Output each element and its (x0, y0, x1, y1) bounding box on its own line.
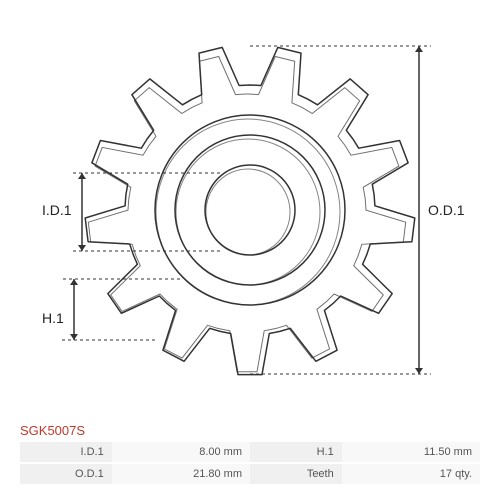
spec-label: I.D.1 (20, 442, 112, 462)
spec-value: 11.50 mm (342, 442, 480, 462)
table-row: I.D.1 8.00 mm H.1 11.50 mm (20, 442, 480, 462)
dim-label-id1: I.D.1 (42, 202, 72, 218)
spec-label: O.D.1 (20, 464, 112, 484)
part-number: SGK5007S (20, 423, 85, 438)
spec-label: H.1 (250, 442, 342, 462)
spec-value: 8.00 mm (112, 442, 250, 462)
dim-label-od1: O.D.1 (428, 202, 465, 218)
spec-label: Teeth (250, 464, 342, 484)
spec-value: 17 qty. (342, 464, 480, 484)
dim-label-h1: H.1 (42, 310, 64, 326)
table-row: O.D.1 21.80 mm Teeth 17 qty. (20, 464, 480, 484)
gear-diagram (20, 10, 480, 410)
spec-table: I.D.1 8.00 mm H.1 11.50 mm O.D.1 21.80 m… (20, 442, 480, 492)
spec-value: 21.80 mm (112, 464, 250, 484)
